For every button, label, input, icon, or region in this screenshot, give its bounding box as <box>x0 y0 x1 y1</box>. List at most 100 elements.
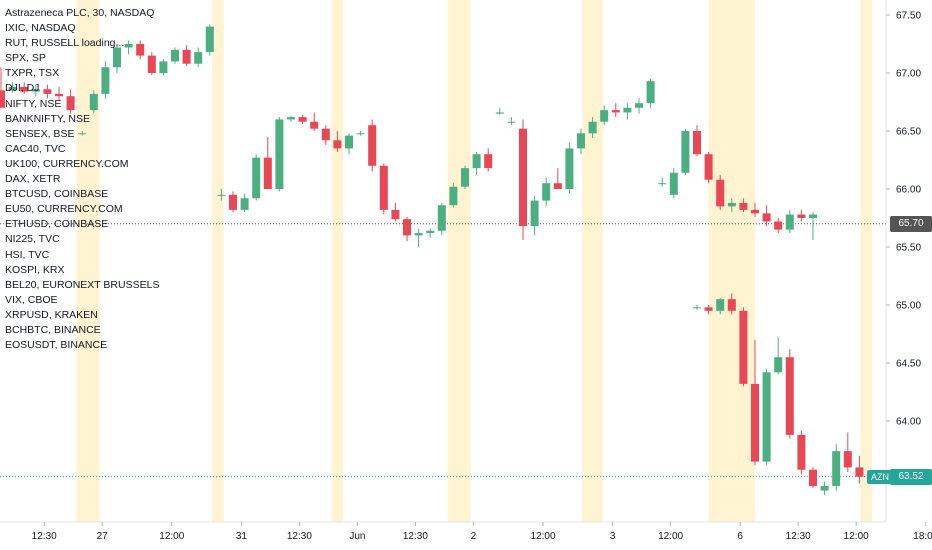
y-tick-label-6: 64.50 <box>896 359 921 370</box>
candle-15 <box>171 47 179 64</box>
x-tick-label-11: 6 <box>737 531 743 542</box>
candle-b-11 <box>820 481 829 496</box>
time-axis[interactable]: 12:30 27 12:00 31 12:30 Jun 12:30 2 12:00 3 12:00 6… <box>32 522 932 542</box>
candle-67 <box>774 218 783 234</box>
candle-0 <box>0 67 5 108</box>
candle-36 <box>414 228 423 247</box>
symbol-item[interactable]: IXIC, NASDAQ <box>5 22 76 35</box>
x-tick-label-5: Jun <box>349 531 365 542</box>
symbol-item[interactable]: BTCUSD, COINBASE <box>5 188 109 201</box>
symbol-item[interactable]: TXPR, TSX <box>5 67 60 80</box>
candle-60 <box>693 125 701 157</box>
symbol-item[interactable]: BCHBTC, BINANCE <box>5 323 101 336</box>
candle-58 <box>669 168 678 199</box>
x-tick-label-2: 12:00 <box>159 531 184 542</box>
candle-b-6 <box>762 368 771 466</box>
symbol-item[interactable]: HSI, TVC <box>5 248 50 261</box>
candle-b-13 <box>843 432 852 473</box>
chart-title: Astrazeneca PLC, 30, NASDAQ <box>5 7 155 19</box>
x-tick-label-10: 12:00 <box>658 531 683 542</box>
candle-39 <box>449 183 458 208</box>
y-tick-label-2: 66.50 <box>896 127 921 138</box>
y-tick-label-5: 65.00 <box>896 301 921 312</box>
symbol-item[interactable]: SENSEX, BSE <box>5 127 75 140</box>
candle-56 <box>646 78 655 108</box>
candle-25 <box>287 115 295 122</box>
candle-21 <box>240 193 249 213</box>
price-axis[interactable]: 67.50 67.00 66.50 66.00 65.50 65.00 64.50 64.00… <box>886 11 921 486</box>
candle-18 <box>205 24 214 56</box>
candle-62 <box>716 175 725 210</box>
session-highlights <box>76 0 873 522</box>
candle-b-7 <box>774 337 783 375</box>
symbol-item[interactable]: VIX, CBOE <box>5 293 58 306</box>
candle-10 <box>113 44 121 73</box>
y-tick-label-3: 66.00 <box>896 185 921 196</box>
symbol-item[interactable]: NIFTY, NSE <box>5 97 62 110</box>
symbol-item[interactable]: BANKNIFTY, NSE <box>5 112 90 125</box>
session-band-4 <box>582 0 604 522</box>
candle-54 <box>623 103 632 120</box>
symbol-item[interactable]: DJI, DJ <box>5 82 40 95</box>
candle-14 <box>159 59 168 76</box>
x-tick-label-12: 12:30 <box>786 531 811 542</box>
symbol-item[interactable]: EU50, CURRENCY.COM <box>5 203 123 216</box>
candle-13 <box>147 52 156 76</box>
candle-8 <box>89 90 98 114</box>
candle-55 <box>635 98 643 114</box>
symbol-item[interactable]: SPX, SP <box>5 52 46 65</box>
price-lines <box>0 223 886 478</box>
candle-b-10 <box>809 467 817 489</box>
x-tick-label-14: 18:00 <box>913 531 932 542</box>
symbol-item[interactable]: CAC40, TVC <box>5 142 66 155</box>
candle-9 <box>101 61 110 99</box>
session-band-5 <box>708 0 755 522</box>
candle-b-5 <box>751 339 759 466</box>
candle-19 <box>217 189 226 201</box>
session-band-0 <box>76 0 100 522</box>
candle-43 <box>495 107 504 115</box>
symbol-item[interactable]: ETHUSD, COINBASE <box>5 218 109 231</box>
candle-52 <box>600 105 609 126</box>
candle-35 <box>403 216 411 242</box>
candle-44 <box>507 117 516 126</box>
candle-11 <box>124 40 133 55</box>
candle-5 <box>55 86 63 101</box>
candle-51 <box>588 117 597 138</box>
symbol-item[interactable]: EOSUSDT, BINANCE <box>5 339 108 352</box>
candle-34 <box>391 202 400 222</box>
crosshair-price-badge: 65.70 <box>890 215 932 232</box>
x-tick-label-1: 27 <box>97 531 109 542</box>
candles <box>0 24 887 496</box>
candle-63 <box>727 198 736 213</box>
session-band-1 <box>212 0 224 522</box>
candle-b-12 <box>832 444 841 491</box>
candle-20 <box>229 191 237 213</box>
candle-65 <box>751 202 759 217</box>
candle-27 <box>310 112 319 131</box>
symbol-item[interactable]: RUT, RUSSELL loading... <box>5 37 125 50</box>
candle-38 <box>437 202 446 236</box>
candle-6 <box>66 89 75 114</box>
symbol-item[interactable]: KOSPI, KRX <box>5 263 65 276</box>
candle-33 <box>379 163 388 215</box>
symbol-item[interactable]: NI225, TVC <box>5 233 60 246</box>
candle-24 <box>275 117 284 192</box>
candle-b-1 <box>704 305 713 315</box>
x-tick-label-4: 12:30 <box>287 531 312 542</box>
candle-32 <box>368 119 377 172</box>
symbol-item[interactable]: DAX, XETR <box>5 173 61 186</box>
symbol-item[interactable]: XRPUSD, KRAKEN <box>5 308 98 321</box>
symbol-item[interactable]: BEL20, EURONEXT BRUSSELS <box>5 278 160 291</box>
candle-26 <box>298 114 307 125</box>
candle-37 <box>426 228 435 238</box>
symbol-item[interactable]: UK100, CURRENCY.COM <box>5 157 129 170</box>
candle-31 <box>356 131 365 136</box>
session-band-6 <box>860 0 873 522</box>
candle-b-2 <box>716 298 725 315</box>
y-tick-label-0: 67.50 <box>896 11 921 22</box>
candle-68 <box>785 209 794 234</box>
candle-4 <box>43 84 52 99</box>
session-band-3 <box>447 0 471 522</box>
